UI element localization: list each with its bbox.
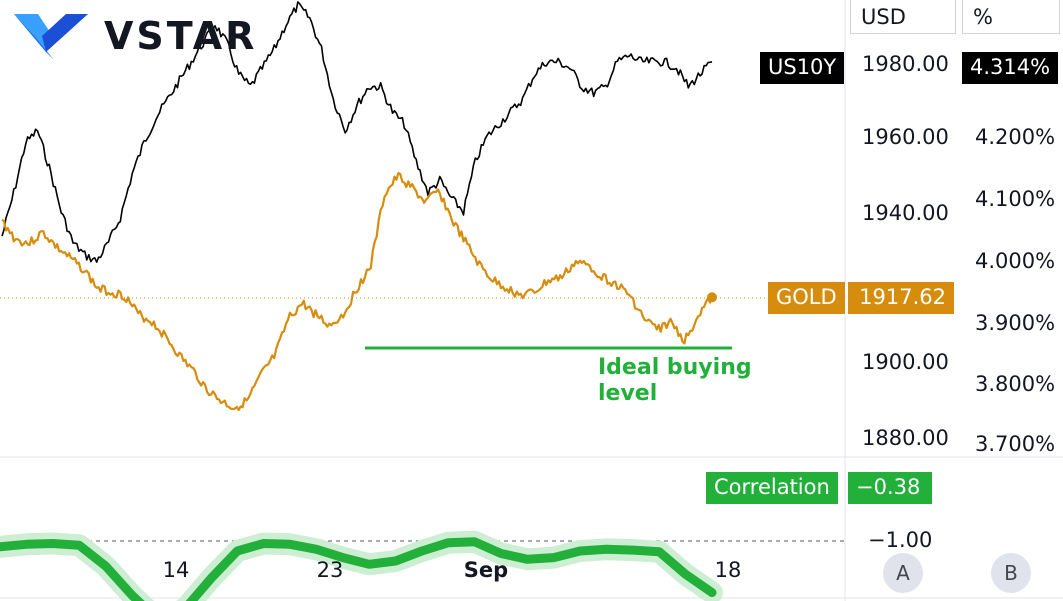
y-right-tick-label: 4.200% [975, 125, 1056, 149]
vstar-logo-icon [14, 14, 88, 60]
us10y-last-value-tag: 4.314% [962, 52, 1059, 84]
y-left-tick-label: 1940.00 [862, 201, 949, 225]
gold-series-line [1, 171, 714, 411]
x-tick-label: 18 [714, 558, 742, 582]
y-left-tick-label: 1960.00 [862, 125, 949, 149]
y-left-tick-label: 1980.00 [862, 52, 949, 76]
correlation-line [0, 537, 717, 601]
correlation-value-tag: −0.38 [848, 472, 932, 504]
correlation-label: Correlation [714, 475, 830, 499]
correlation-label-tag[interactable]: Correlation [706, 472, 838, 504]
currency-header[interactable]: USD [850, 0, 956, 34]
y-right-tick-label: 3.900% [975, 311, 1056, 335]
us10y-series-line [1, 1, 713, 263]
y-right-tick-label: 4.100% [975, 187, 1056, 211]
correlation-axis-label: −1.00 [868, 528, 933, 552]
us10y-series-tag[interactable]: US10Y [760, 52, 845, 84]
y-right-tick-label: 3.700% [975, 432, 1056, 456]
y-right-tick-label: 3.800% [975, 372, 1056, 396]
percent-header[interactable]: % [962, 0, 1060, 34]
x-tick-label: 23 [316, 558, 344, 582]
brand-logo: VSTAR [8, 8, 257, 64]
percent-label: % [973, 5, 993, 29]
y-right-tick-label: 4.000% [975, 249, 1056, 273]
annotation-line-2: level [598, 381, 658, 406]
gold-series-tag[interactable]: GOLD [768, 282, 845, 314]
y-left-tick-label: 1900.00 [862, 350, 949, 374]
correlation-value: −0.38 [856, 475, 921, 499]
x-tick-label: 14 [162, 558, 190, 582]
annotation-line-1: Ideal buying [598, 355, 752, 380]
auto-scale-button[interactable]: A [883, 553, 923, 593]
scale-b-button[interactable]: B [991, 553, 1031, 593]
gold-last-value-tag: 1917.62 [848, 282, 954, 314]
us10y-last-value: 4.314% [970, 55, 1051, 79]
ideal-buying-level-annotation: Ideal buying level [598, 355, 752, 407]
brand-name: VSTAR [104, 14, 258, 58]
us10y-series-name: US10Y [768, 55, 837, 79]
gold-last-point [707, 292, 717, 303]
y-left-tick-label: 1880.00 [862, 426, 949, 450]
x-tick-label: Sep [463, 558, 509, 582]
gold-last-value: 1917.62 [859, 285, 946, 309]
currency-label: USD [861, 5, 906, 29]
gold-series-name: GOLD [776, 285, 837, 309]
